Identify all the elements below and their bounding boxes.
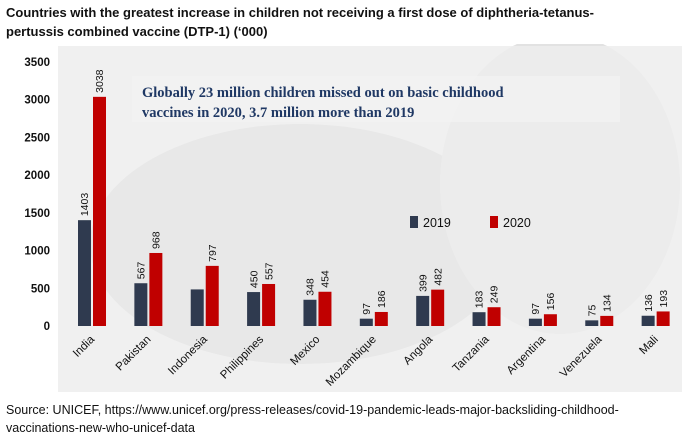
y-tick-label: 3000	[24, 95, 50, 107]
bar-2019-venezuela	[585, 320, 599, 326]
y-tick-label: 2500	[24, 132, 50, 144]
bar-2019-mali	[641, 315, 655, 326]
bar-2019-tanzania	[472, 312, 486, 326]
data-label: 136	[643, 294, 655, 312]
data-label: 186	[376, 290, 388, 308]
data-label: 97	[361, 303, 373, 315]
chart-area: 0 500 1000 1500 2000 2500 3000 3500 Globally 23 …	[0, 44, 696, 394]
data-label: 797	[207, 244, 219, 262]
data-label: 450	[248, 270, 260, 288]
bar-2020-angola	[431, 289, 445, 326]
y-tick-label: 1500	[24, 208, 50, 220]
data-label: 968	[151, 231, 163, 249]
bar-2020-tanzania	[487, 307, 501, 326]
data-label: 3038	[94, 69, 106, 93]
bar-2020-pakistan	[149, 252, 163, 326]
y-tick-label: 500	[31, 283, 50, 295]
bar-2020-argentina	[543, 314, 557, 326]
legend-label-2020: 2020	[503, 216, 531, 230]
bar-2019-indonesia	[190, 289, 204, 326]
bar-2020-india	[93, 96, 106, 327]
chart-title: Countries with the greatest increase in …	[6, 5, 594, 39]
y-tick-label: 1000	[24, 246, 50, 258]
bar-2019-pakistan	[134, 283, 148, 326]
bar-2020-mali	[656, 311, 670, 326]
bar-2019-philippines	[247, 292, 261, 326]
bar-2019-mozambique	[359, 318, 373, 326]
bar-chart: 0 500 1000 1500 2000 2500 3000 3500 Globally 23 …	[24, 44, 682, 392]
bar-2019-angola	[416, 295, 430, 326]
annotation-banner	[132, 76, 620, 122]
y-tick-label: 0	[44, 321, 50, 333]
data-label: 348	[305, 278, 317, 296]
bar-2020-mozambique	[374, 311, 388, 326]
source-note: Source: UNICEF, https://www.unicef.org/p…	[6, 403, 619, 435]
data-label: 567	[136, 262, 148, 280]
legend-swatch-2020	[490, 216, 498, 228]
data-label: 193	[658, 290, 670, 308]
y-tick-label: 3500	[24, 57, 50, 69]
data-label: 482	[432, 268, 444, 286]
legend-label-2019: 2019	[423, 216, 451, 230]
bar-2020-philippines	[262, 283, 276, 326]
legend-swatch-2019	[410, 216, 418, 228]
data-label: 399	[417, 274, 429, 292]
annotation-line: vaccines in 2020, 3.7 million more than …	[142, 105, 414, 121]
data-label: 134	[601, 294, 613, 312]
data-label: 454	[320, 270, 332, 288]
data-label: 1403	[79, 193, 91, 217]
data-label: 75	[586, 305, 598, 317]
data-label: 183	[474, 291, 486, 309]
data-label: 557	[263, 262, 275, 280]
data-label: 97	[530, 303, 542, 315]
annotation-line: Globally 23 million children missed out …	[142, 85, 504, 101]
bar-2020-venezuela	[600, 315, 614, 326]
y-tick-label: 2000	[24, 170, 50, 182]
bar-2019-india	[78, 220, 91, 326]
data-label: 156	[545, 293, 557, 311]
bar-2019-argentina	[528, 318, 542, 326]
bar-2020-indonesia	[205, 265, 219, 326]
bar-2020-mexico	[318, 291, 332, 326]
data-label: 249	[489, 286, 501, 304]
bar-2019-mexico	[303, 299, 317, 326]
